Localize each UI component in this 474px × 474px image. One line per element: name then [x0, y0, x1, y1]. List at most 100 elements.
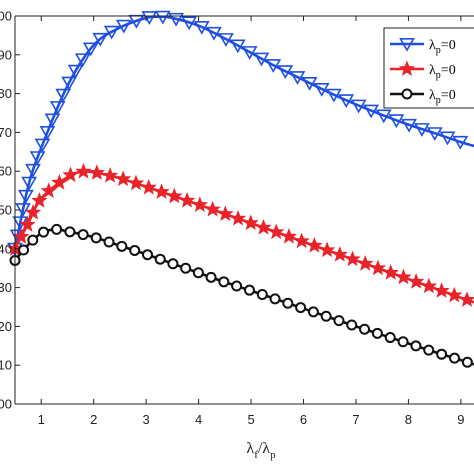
series-1-marker: [25, 163, 41, 178]
series-1-marker: [350, 99, 367, 114]
series-1-marker: [253, 52, 270, 67]
series-3-marker: [192, 267, 204, 279]
series-1-marker: [18, 189, 34, 204]
series-2-marker: [458, 291, 474, 307]
y-tick-label: 00: [0, 9, 12, 24]
series-2-marker: [407, 273, 425, 289]
series-1-marker: [301, 77, 318, 91]
series-1-marker: [154, 10, 171, 25]
series-1-line: [13, 15, 474, 250]
series-2-marker: [191, 196, 209, 212]
series-3-marker: [423, 344, 435, 356]
series-1-marker: [439, 131, 456, 146]
series-2-marker: [217, 205, 234, 222]
series-3-marker: [27, 234, 39, 246]
x-axis-label-sub-p: p: [270, 449, 276, 461]
series-1-marker: [193, 21, 210, 35]
series-2-marker: [331, 246, 349, 262]
series-2-marker: [204, 200, 221, 217]
series-1-marker: [289, 71, 306, 85]
series-1-marker: [375, 109, 392, 124]
series-2-marker: [255, 218, 272, 235]
series-3-marker: [436, 348, 448, 360]
legend-label-tail: =0: [441, 63, 456, 78]
series-3-marker: [141, 249, 153, 261]
y-tick-label: 00: [0, 397, 12, 412]
series-3-marker: [461, 356, 473, 368]
axes-layer: 1 2 3 4 5 6 7 8 9 00 10 20 30 40 50 60 70 80 90 00: [0, 9, 474, 427]
legend-label-tail: =0: [441, 88, 456, 103]
series-1-marker: [338, 94, 355, 109]
series-2-marker: [140, 178, 157, 195]
series-2-marker: [395, 268, 412, 285]
series-3-marker: [371, 327, 383, 339]
series-3-marker: [243, 284, 255, 296]
series-3-marker: [154, 253, 166, 265]
x-axis-label: λf/λp: [246, 440, 276, 461]
series-3-marker: [205, 271, 217, 283]
series-3-marker: [180, 262, 192, 274]
series-3-marker: [384, 332, 396, 344]
legend: λp=0λp=0λp=0: [383, 27, 474, 109]
series-3-marker: [295, 302, 307, 314]
series-2-marker: [446, 286, 463, 303]
series-2-marker: [318, 241, 336, 258]
series-1-marker: [44, 113, 61, 128]
x-axis-label-main: λ: [246, 440, 254, 457]
series-3-marker: [359, 323, 371, 335]
series-1-marker: [426, 127, 443, 141]
series-3-marker: [116, 240, 128, 252]
series-1-marker: [55, 88, 72, 103]
series-1-marker: [92, 32, 109, 47]
series-3-marker: [231, 280, 243, 292]
x-tick-label: 7: [352, 412, 359, 427]
series-2-marker: [127, 174, 145, 191]
series-2-marker: [344, 250, 361, 267]
series-1-marker: [229, 39, 246, 54]
legend-label-sub: p: [436, 45, 441, 56]
series-2-marker: [293, 232, 310, 249]
series-2-marker: [369, 259, 387, 276]
series-2-marker: [75, 162, 92, 179]
legend-marker: [401, 88, 413, 100]
series-1-marker: [67, 64, 84, 79]
y-tick-label: 60: [0, 164, 12, 179]
series-1-marker: [363, 104, 380, 119]
series-3-marker: [282, 297, 294, 309]
series-1-marker: [103, 25, 120, 40]
series-3-marker: [333, 315, 345, 327]
series-1-marker: [326, 88, 342, 103]
y-tick-label: 30: [0, 280, 12, 295]
series-1-marker: [115, 19, 132, 34]
series-2-marker: [40, 182, 57, 198]
legend-label: λp=0: [429, 63, 456, 81]
series-2-marker: [420, 277, 438, 294]
series-2-marker: [382, 264, 399, 280]
legend-label-tail: =0: [441, 38, 456, 53]
series-2-marker: [13, 228, 30, 244]
series-3-marker: [90, 232, 102, 244]
series-2-marker: [24, 203, 42, 220]
series-2-marker: [31, 192, 48, 208]
series-1-marker: [388, 114, 405, 129]
x-tick-label: 2: [90, 412, 97, 427]
y-tick-label: 40: [0, 241, 12, 256]
series-2-marker: [51, 174, 68, 190]
x-tick-label: 4: [195, 412, 202, 427]
series-2-marker: [306, 237, 323, 253]
legend-marker: [399, 37, 415, 52]
series-1-marker: [277, 65, 294, 80]
series-2-marker: [357, 255, 374, 271]
series-3-marker: [269, 293, 281, 305]
series-2-marker: [242, 214, 259, 231]
series-3-marker: [256, 288, 268, 300]
series-1-marker: [61, 76, 78, 91]
series-2-marker: [101, 167, 119, 183]
x-tick-label: 6: [300, 412, 307, 427]
x-tick-label: 9: [457, 412, 464, 427]
series-1-marker: [241, 46, 258, 60]
series-1-marker: [313, 82, 330, 97]
series-1-marker: [34, 138, 51, 153]
x-axis-label-slash: /λ: [258, 440, 270, 457]
